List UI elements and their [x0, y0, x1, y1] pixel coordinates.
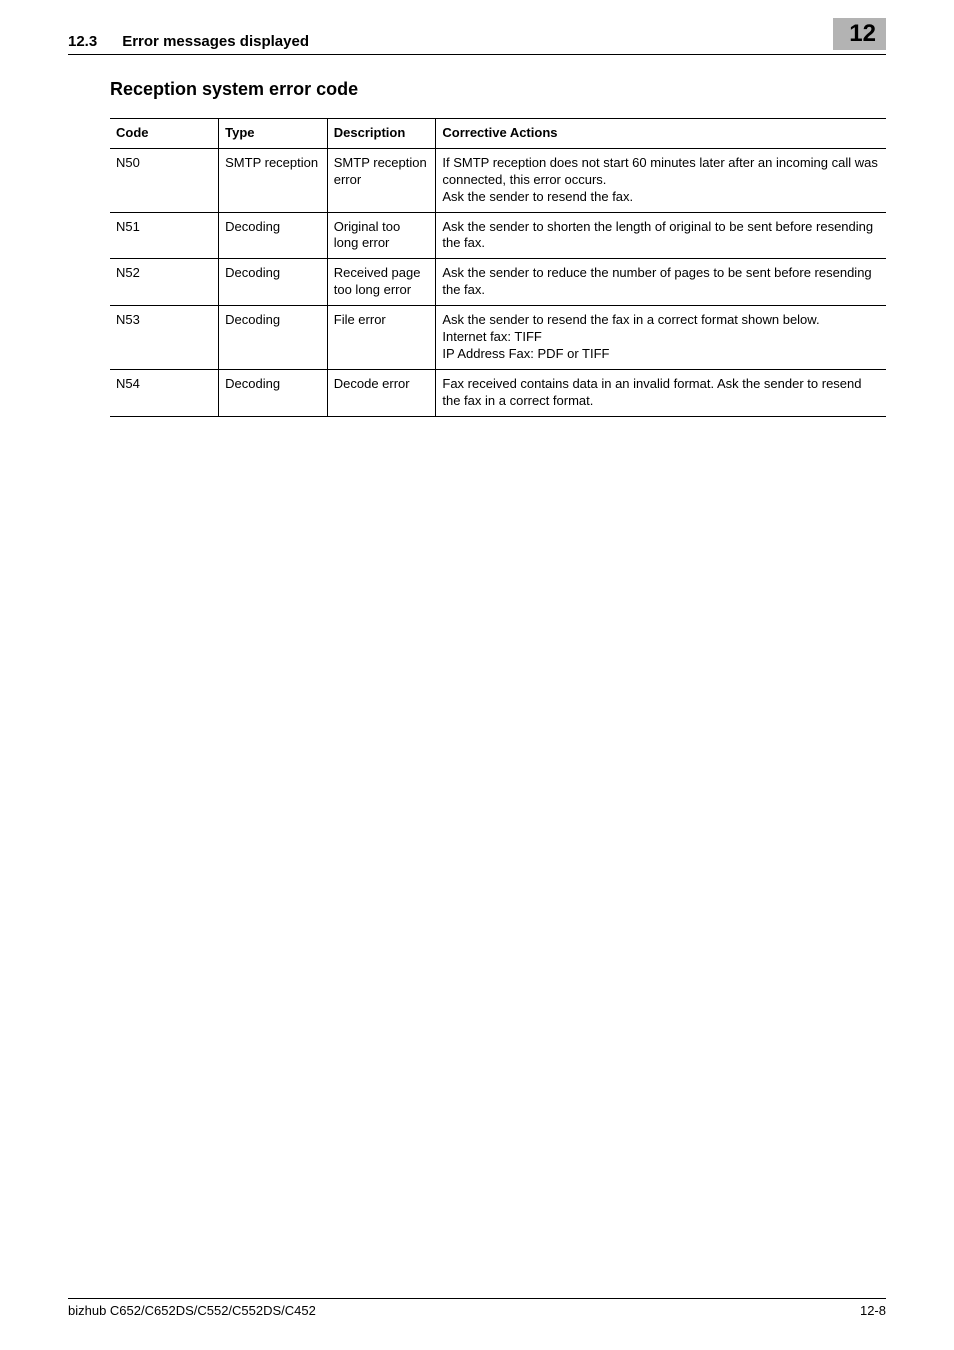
table-row: N54 Decoding Decode er­ror Fax received … — [110, 369, 886, 416]
cell-action: Ask the sender to shorten the length of … — [436, 212, 886, 259]
cell-type: Decoding — [219, 369, 328, 416]
section-title: Error messages displayed — [122, 33, 309, 50]
table-row: N53 Decoding File error Ask the sender t… — [110, 306, 886, 370]
cell-action: Ask the sender to reduce the number of p… — [436, 259, 886, 306]
table-row: N50 SMTP re­ception SMTP re­ception er­r… — [110, 148, 886, 212]
footer-page-number: 12-8 — [860, 1303, 886, 1318]
page-footer: bizhub C652/C652DS/C552/C552DS/C452 12-8 — [68, 1298, 886, 1318]
error-code-table: Code Type Descrip­tion Corrective Action… — [110, 118, 886, 417]
page-header: 12.3 Error messages displayed 12 — [0, 0, 954, 50]
cell-action: Fax received contains data in an invalid… — [436, 369, 886, 416]
cell-type: Decoding — [219, 306, 328, 370]
cell-desc: SMTP re­ception er­ror — [327, 148, 436, 212]
cell-code: N51 — [110, 212, 219, 259]
cell-type: Decoding — [219, 212, 328, 259]
cell-type: SMTP re­ception — [219, 148, 328, 212]
table-header-row: Code Type Descrip­tion Corrective Action… — [110, 119, 886, 149]
cell-action: Ask the sender to resend the fax in a co… — [436, 306, 886, 370]
table-row: N51 Decoding Original too long error Ask… — [110, 212, 886, 259]
cell-action: If SMTP reception does not start 60 minu… — [436, 148, 886, 212]
content-area: Reception system error code Code Type De… — [0, 55, 954, 417]
cell-type: Decoding — [219, 259, 328, 306]
cell-code: N53 — [110, 306, 219, 370]
cell-code: N52 — [110, 259, 219, 306]
footer-model-line: bizhub C652/C652DS/C552/C552DS/C452 — [68, 1303, 316, 1318]
subheading: Reception system error code — [110, 79, 886, 100]
col-header-type: Type — [219, 119, 328, 149]
cell-code: N50 — [110, 148, 219, 212]
col-header-action: Corrective Actions — [436, 119, 886, 149]
cell-desc: Received page too long error — [327, 259, 436, 306]
chapter-badge: 12 — [833, 18, 886, 50]
cell-desc: File error — [327, 306, 436, 370]
col-header-desc: Descrip­tion — [327, 119, 436, 149]
cell-desc: Original too long error — [327, 212, 436, 259]
section-title-block: 12.3 Error messages displayed — [68, 33, 309, 50]
section-number: 12.3 — [68, 33, 97, 50]
table-row: N52 Decoding Received page too long erro… — [110, 259, 886, 306]
cell-code: N54 — [110, 369, 219, 416]
cell-desc: Decode er­ror — [327, 369, 436, 416]
col-header-code: Code — [110, 119, 219, 149]
page-root: 12.3 Error messages displayed 12 Recepti… — [0, 0, 954, 1350]
